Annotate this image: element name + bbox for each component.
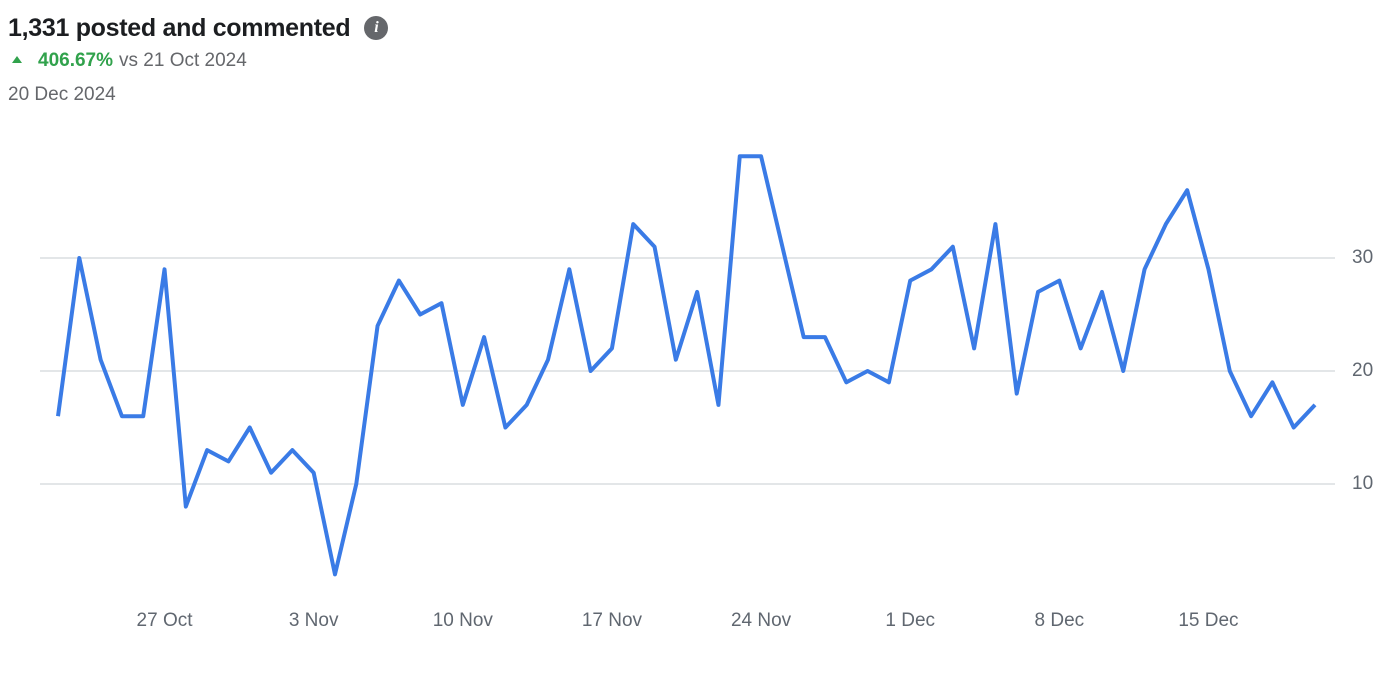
x-tick-label: 24 Nov [731,610,792,631]
y-tick-label: 10 [1352,473,1373,494]
header: 1,331 posted and commented i 406.67% vs … [8,10,389,106]
x-tick-label: 15 Dec [1178,610,1238,631]
line [56,154,1317,577]
title-row: 1,331 posted and commented i [8,10,389,46]
x-tick-label: 17 Nov [582,610,643,631]
comparison: vs 21 Oct 2024 [119,50,247,71]
title: 1,331 posted and commented [8,13,351,42]
up-arrow [12,55,22,63]
x-tick-label: 8 Dec [1035,610,1085,631]
date: 20 Dec 2024 [8,84,116,105]
x-tick-label: 10 Nov [433,610,494,631]
y-tick-label: 30 [1352,247,1373,268]
x-tick-label: 27 Oct [137,610,194,631]
info-icon[interactable]: i [364,16,389,40]
change-row: 406.67% vs 21 Oct 2024 [8,50,388,72]
change: 406.67% [38,50,114,71]
x-tick-label: 1 Dec [885,610,935,631]
y-tick-label: 20 [1352,360,1373,381]
x-tick-label: 3 Nov [289,610,339,631]
